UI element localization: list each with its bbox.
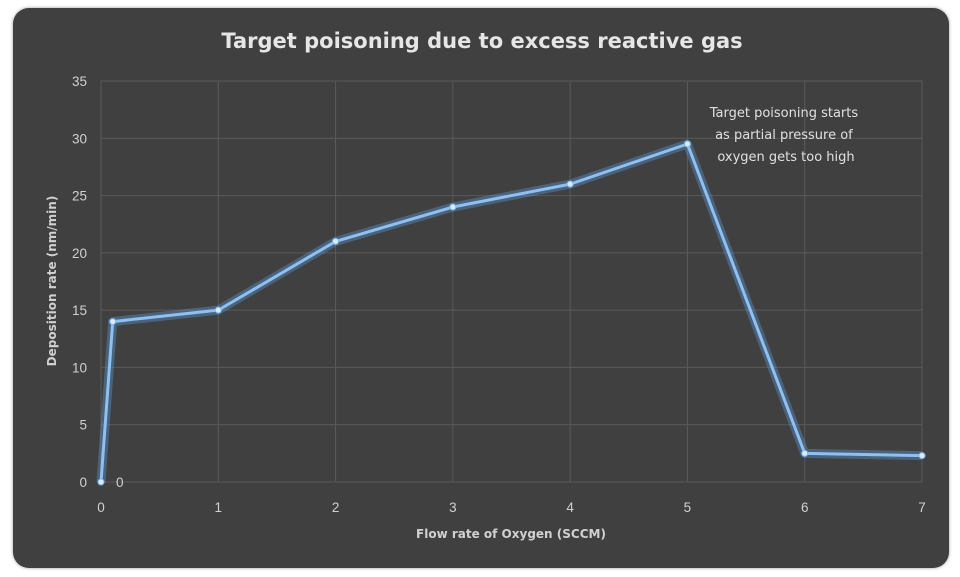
annotation-line-1: Target poisoning starts xyxy=(709,106,859,121)
data-point xyxy=(449,203,457,211)
y-tick-label: 15 xyxy=(72,303,87,318)
data-point xyxy=(683,140,691,148)
series xyxy=(96,139,926,486)
y-tick-label: 20 xyxy=(72,246,87,261)
annotation-line-3: oxygen gets too high xyxy=(717,150,854,165)
annotation: Target poisoning starts as partial press… xyxy=(709,106,863,165)
y-tick-label: 35 xyxy=(72,74,87,89)
grid xyxy=(100,80,923,483)
data-label: 0 xyxy=(116,475,124,490)
x-tick-label: 7 xyxy=(918,500,926,515)
x-tick-label: 6 xyxy=(801,500,809,515)
x-tick-label: 0 xyxy=(97,500,105,515)
data-point xyxy=(332,237,340,245)
y-tick-label: 30 xyxy=(72,131,87,146)
chart-card xyxy=(13,8,949,568)
data-point xyxy=(566,180,574,188)
y-axis-label: Deposition rate (nm/min) xyxy=(45,196,59,367)
y-tick-label: 5 xyxy=(79,418,87,433)
x-tick-label: 4 xyxy=(566,500,574,515)
y-axis-ticks: 0 5 10 15 20 25 30 35 xyxy=(72,74,87,490)
x-tick-label: 2 xyxy=(332,500,340,515)
x-tick-label: 3 xyxy=(449,500,457,515)
y-tick-label: 25 xyxy=(72,189,87,204)
x-tick-label: 1 xyxy=(215,500,223,515)
x-axis-ticks: 0 1 2 3 4 5 6 7 xyxy=(97,500,926,515)
data-point xyxy=(214,306,222,314)
data-labels: 0 xyxy=(116,475,124,490)
data-point xyxy=(97,478,105,486)
x-axis-label: Flow rate of Oxygen (SCCM) xyxy=(416,527,606,541)
annotation-line-2: as partial pressure of xyxy=(715,128,853,143)
x-tick-label: 5 xyxy=(684,500,692,515)
chart-title: Target poisoning due to excess reactive … xyxy=(221,29,742,53)
data-point xyxy=(801,449,809,457)
data-point xyxy=(109,318,117,326)
y-tick-label: 0 xyxy=(79,475,87,490)
data-point xyxy=(918,452,926,460)
y-tick-label: 10 xyxy=(72,360,87,375)
